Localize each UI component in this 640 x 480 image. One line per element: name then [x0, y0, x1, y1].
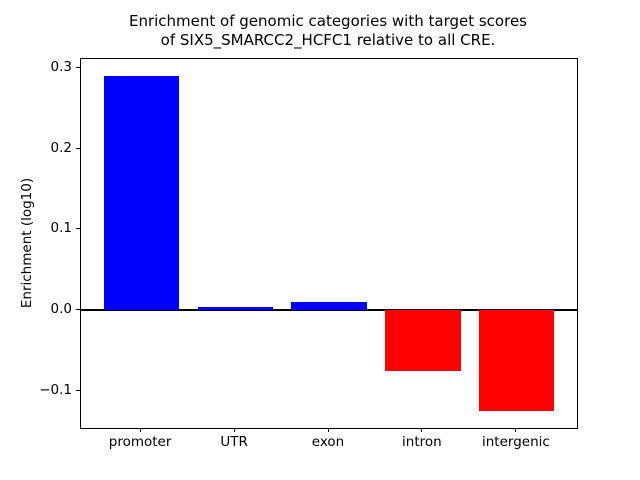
x-tick-label-UTR: UTR [220, 434, 248, 450]
y-tick-label: −0.1 [39, 381, 72, 398]
x-tick [327, 428, 329, 432]
y-tick [76, 147, 80, 149]
bar-intergenic [479, 310, 555, 411]
x-tick [515, 428, 517, 432]
x-tick-label-promoter: promoter [108, 434, 172, 450]
chart-title: Enrichment of genomic categories with ta… [80, 12, 576, 50]
x-tick-label-intron: intron [402, 434, 442, 450]
y-tick-label: 0.2 [50, 139, 72, 156]
bar-exon [291, 302, 367, 311]
chart-title-line-1: Enrichment of genomic categories with ta… [128, 12, 527, 30]
zero-line [81, 309, 577, 312]
y-tick [76, 389, 80, 391]
y-tick-label: 0.0 [50, 301, 72, 318]
y-tick [76, 228, 80, 230]
y-tick [76, 309, 80, 311]
bar-UTR [197, 306, 273, 311]
y-tick-label: 0.1 [50, 220, 72, 237]
x-tick [139, 428, 141, 432]
x-tick [233, 428, 235, 432]
y-tick-label: 0.3 [50, 58, 72, 75]
y-tick [76, 66, 80, 68]
bar-intron [385, 310, 461, 371]
x-tick-label-exon: exon [311, 434, 345, 450]
chart-title-line-2: of SIX5_SMARCC2_HCFC1 relative to all CR… [160, 31, 496, 49]
x-tick [421, 428, 423, 432]
bar-promoter [103, 76, 179, 311]
x-tick-label-intergenic: intergenic [481, 434, 550, 450]
plot-area [80, 58, 578, 429]
y-axis-label: Enrichment (log10) [19, 177, 35, 309]
